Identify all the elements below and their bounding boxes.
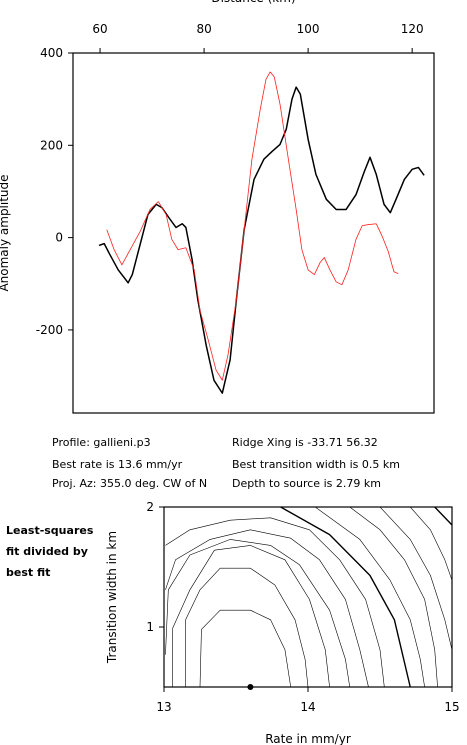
x-tick-label: 13 [156, 700, 171, 714]
note-text: fit divided by [6, 545, 88, 558]
y-tick-label: -200 [36, 323, 63, 337]
contour-line [185, 567, 309, 688]
contour-line [280, 506, 411, 688]
contour-line [165, 539, 351, 688]
contour-line [165, 529, 369, 688]
y-axis-label: Transition width in km [105, 531, 119, 664]
info-text: Proj. Az: 355.0 deg. CW of N [52, 477, 207, 490]
best-fit-point [247, 684, 254, 690]
note-text: Least-squares [6, 524, 94, 537]
y-tick-label: 200 [40, 138, 63, 152]
info-text: Ridge Xing is -33.71 56.32 [232, 436, 378, 449]
contour-line [349, 506, 438, 688]
x-axis-label: Distance (km) [211, 0, 295, 5]
info-text: Profile: gallieni.p3 [52, 436, 151, 449]
info-text: Depth to source is 2.79 km [232, 477, 381, 490]
x-tick-label: 100 [297, 22, 320, 36]
contour-line [379, 506, 453, 650]
info-text: Best rate is 13.6 mm/yr [52, 458, 183, 471]
y-tick-label: 1 [146, 620, 154, 634]
x-tick-label: 15 [444, 700, 459, 714]
plot-frame [72, 52, 435, 414]
x-tick-label: 80 [196, 22, 211, 36]
line [98, 86, 425, 394]
line [106, 71, 399, 381]
note-text: best fit [6, 566, 50, 579]
y-axis-label: Anomaly amplitude [0, 174, 11, 291]
contour-line [434, 506, 453, 526]
x-tick-label: 120 [401, 22, 424, 36]
y-tick-label: 0 [55, 231, 63, 245]
contour-line [172, 545, 330, 688]
contour-line [410, 506, 453, 581]
x-axis-label: Rate in mm/yr [265, 732, 351, 745]
contour-line [165, 517, 385, 688]
contour-line [315, 506, 425, 688]
contour-line [199, 609, 292, 688]
x-tick-label: 14 [300, 700, 315, 714]
x-tick-label: 60 [92, 22, 107, 36]
y-tick-label: 400 [40, 46, 63, 60]
y-tick-label: 2 [146, 500, 154, 514]
info-text: Best transition width is 0.5 km [232, 458, 400, 471]
